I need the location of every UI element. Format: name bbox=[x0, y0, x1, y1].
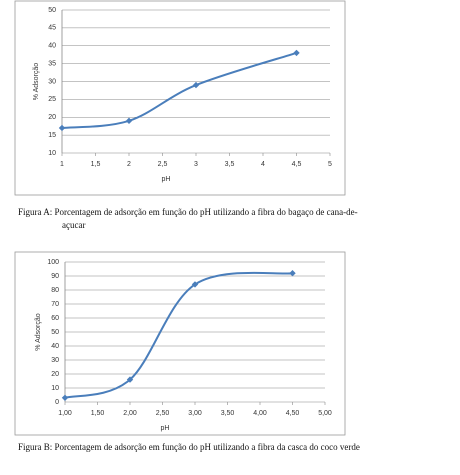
y-tick-label: 10 bbox=[51, 385, 59, 392]
x-tick-label: 5 bbox=[328, 161, 332, 168]
caption: Figura A: Porcentagem de adsorção em fun… bbox=[18, 207, 358, 230]
y-tick-label: 0 bbox=[55, 399, 59, 406]
y-tick-label: 60 bbox=[51, 315, 59, 322]
y-tick-label: 80 bbox=[51, 287, 59, 294]
data-point bbox=[293, 49, 300, 57]
chart-frame bbox=[14, 0, 346, 196]
y-axis-label: % Adsorção bbox=[35, 313, 42, 350]
caption: Figura B: Porcentagem de adsorção em fun… bbox=[18, 442, 360, 452]
data-line bbox=[64, 271, 293, 399]
x-tick-label: 2,50 bbox=[156, 410, 170, 417]
x-tick-label: 4,00 bbox=[253, 410, 267, 417]
x-tick-label: 1,50 bbox=[91, 410, 105, 417]
x-tick-label: 1,5 bbox=[91, 161, 101, 168]
y-tick-label: 20 bbox=[48, 114, 56, 121]
x-tick-label: 2,5 bbox=[158, 161, 168, 168]
x-tick-label: 3 bbox=[194, 161, 198, 168]
x-tick-label: 3,00 bbox=[188, 410, 202, 417]
data-point bbox=[58, 124, 66, 132]
data-point bbox=[191, 281, 199, 288]
x-tick-label: 3,5 bbox=[225, 161, 235, 168]
x-axis-label: pH bbox=[162, 176, 171, 183]
y-axis-label: % Adsorção bbox=[33, 63, 40, 100]
data-point bbox=[125, 117, 133, 125]
x-tick-label: 5,00 bbox=[318, 410, 332, 417]
data-line bbox=[61, 51, 297, 129]
x-tick-label: 1 bbox=[60, 161, 64, 168]
data-point bbox=[192, 81, 200, 89]
y-tick-label: 100 bbox=[47, 259, 59, 266]
y-tick-label: 45 bbox=[48, 25, 56, 32]
data-point bbox=[126, 376, 134, 383]
y-tick-label: 30 bbox=[51, 357, 59, 364]
y-tick-label: 40 bbox=[48, 43, 56, 50]
chart-frame bbox=[14, 251, 346, 436]
data-point bbox=[289, 270, 296, 277]
x-tick-label: 2,00 bbox=[123, 410, 137, 417]
data-point bbox=[61, 394, 69, 401]
y-tick-label: 15 bbox=[48, 132, 56, 139]
x-tick-label: 3,50 bbox=[221, 410, 235, 417]
x-tick-label: 2 bbox=[127, 161, 131, 168]
y-tick-label: 25 bbox=[48, 96, 56, 103]
y-tick-label: 30 bbox=[48, 78, 56, 85]
y-tick-label: 50 bbox=[48, 7, 56, 14]
y-tick-label: 10 bbox=[48, 150, 56, 157]
x-axis-label: pH bbox=[161, 425, 170, 432]
y-tick-label: 50 bbox=[51, 329, 59, 336]
x-tick-label: 4,50 bbox=[286, 410, 300, 417]
y-tick-label: 35 bbox=[48, 60, 56, 67]
x-tick-label: 4 bbox=[261, 161, 265, 168]
x-tick-label: 1,00 bbox=[58, 410, 72, 417]
x-tick-label: 4,5 bbox=[292, 161, 302, 168]
y-tick-label: 20 bbox=[51, 371, 59, 378]
y-tick-label: 40 bbox=[51, 343, 59, 350]
y-tick-label: 70 bbox=[51, 301, 59, 308]
y-tick-label: 90 bbox=[51, 273, 59, 280]
